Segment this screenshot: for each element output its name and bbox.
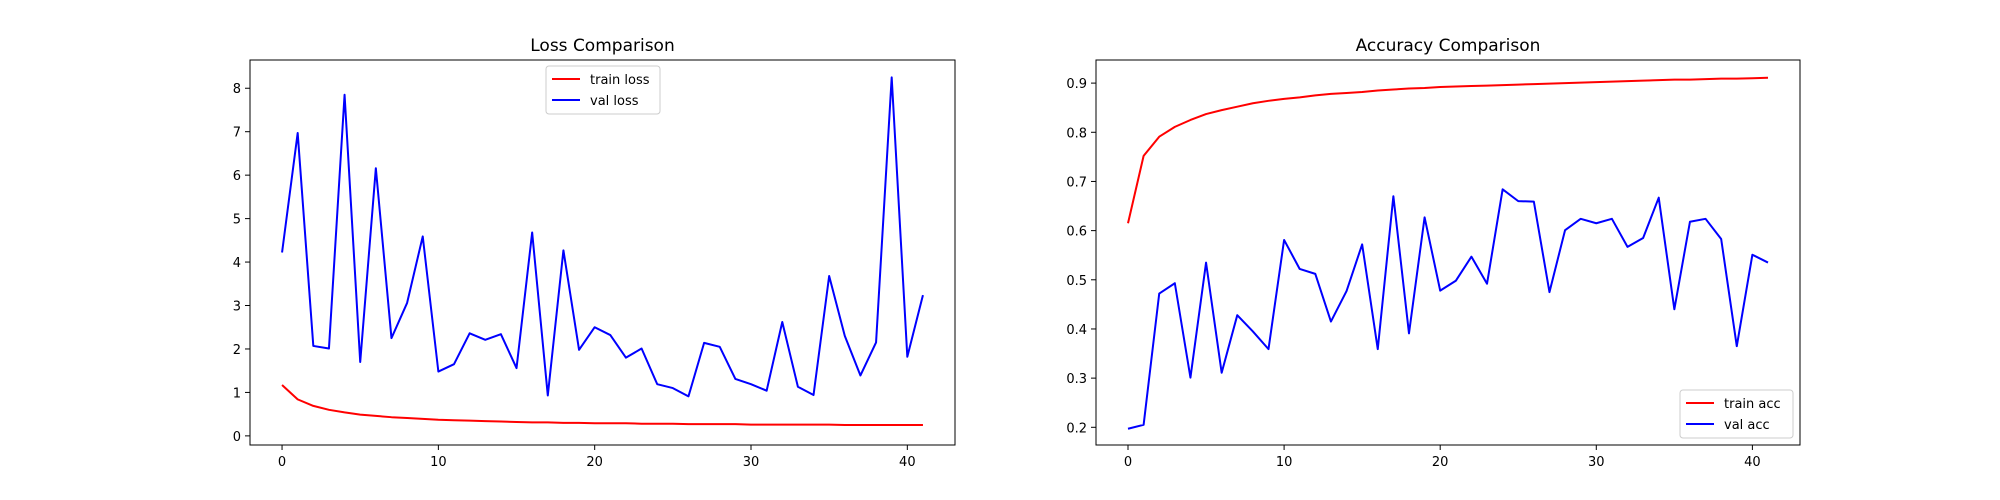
y-tick-label: 1 bbox=[233, 386, 241, 401]
x-tick-label: 40 bbox=[899, 455, 916, 470]
y-tick-label: 6 bbox=[233, 169, 241, 184]
y-tick-label: 0.3 bbox=[1066, 372, 1087, 387]
y-tick-label: 5 bbox=[233, 213, 241, 228]
x-tick-label: 30 bbox=[1588, 455, 1605, 470]
y-tick-label: 0.4 bbox=[1066, 323, 1087, 338]
x-tick-label: 0 bbox=[278, 455, 286, 470]
y-tick-label: 0.5 bbox=[1066, 274, 1087, 289]
x-tick-label: 20 bbox=[586, 455, 603, 470]
chart-title: Accuracy Comparison bbox=[1356, 36, 1541, 56]
loss-comparison-chart: Loss Comparison 0 10 20 30 40 0 1 2 3 4 5 6 7 8 train … bbox=[233, 36, 956, 470]
x-tick-label: 40 bbox=[1744, 455, 1761, 470]
legend-label: train loss bbox=[590, 73, 650, 88]
legend-label: val loss bbox=[590, 94, 639, 109]
axes-frame bbox=[1095, 59, 1801, 446]
x-tick-label: 10 bbox=[1276, 455, 1293, 470]
y-tick-label: 0 bbox=[233, 430, 241, 445]
legend-label: train acc bbox=[1724, 397, 1781, 412]
y-tick-label: 3 bbox=[233, 300, 241, 315]
chart-title: Loss Comparison bbox=[530, 36, 674, 56]
y-tick-label: 8 bbox=[233, 82, 241, 97]
x-tick-label: 0 bbox=[1124, 455, 1132, 470]
axes-frame bbox=[249, 59, 956, 446]
legend: train acc val acc bbox=[1679, 389, 1794, 439]
y-tick-label: 0.7 bbox=[1066, 175, 1087, 190]
legend-label: val acc bbox=[1724, 418, 1770, 433]
y-tick-label: 2 bbox=[233, 343, 241, 358]
series-line-train-acc bbox=[1127, 76, 1769, 224]
series-line-train-loss bbox=[281, 384, 923, 427]
y-tick-label: 0.8 bbox=[1066, 126, 1087, 141]
legend: train loss val loss bbox=[545, 65, 661, 115]
series-line-val-loss bbox=[281, 76, 924, 398]
x-tick-label: 10 bbox=[430, 455, 447, 470]
y-tick-label: 4 bbox=[233, 256, 241, 271]
y-tick-label: 0.9 bbox=[1066, 77, 1087, 92]
y-tick-label: 0.2 bbox=[1066, 421, 1087, 436]
series-line-val-acc bbox=[1127, 188, 1769, 430]
accuracy-comparison-chart: Accuracy Comparison 0 10 20 30 40 0.2 0.3 0.4 0.… bbox=[1066, 36, 1801, 470]
y-tick-label: 7 bbox=[233, 126, 241, 141]
y-tick-label: 0.6 bbox=[1066, 225, 1087, 240]
x-tick-label: 30 bbox=[743, 455, 760, 470]
x-tick-label: 20 bbox=[1432, 455, 1449, 470]
